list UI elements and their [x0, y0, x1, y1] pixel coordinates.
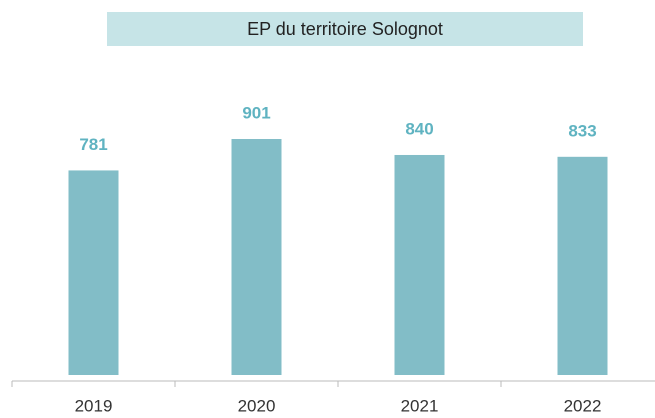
bar — [231, 139, 282, 375]
value-label: 840 — [405, 119, 433, 138]
chart-title: EP du territoire Solognot — [247, 19, 443, 39]
x-tick-label: 2021 — [401, 396, 439, 415]
bar — [394, 154, 445, 375]
x-tick-label: 2019 — [75, 396, 113, 415]
title-box — [107, 12, 583, 46]
value-label: 781 — [79, 135, 107, 154]
x-tick-label: 2022 — [564, 396, 602, 415]
value-label: 901 — [242, 103, 270, 122]
bar — [557, 156, 608, 375]
bar — [68, 170, 119, 375]
x-tick-label: 2020 — [238, 396, 276, 415]
value-label: 833 — [568, 121, 596, 140]
